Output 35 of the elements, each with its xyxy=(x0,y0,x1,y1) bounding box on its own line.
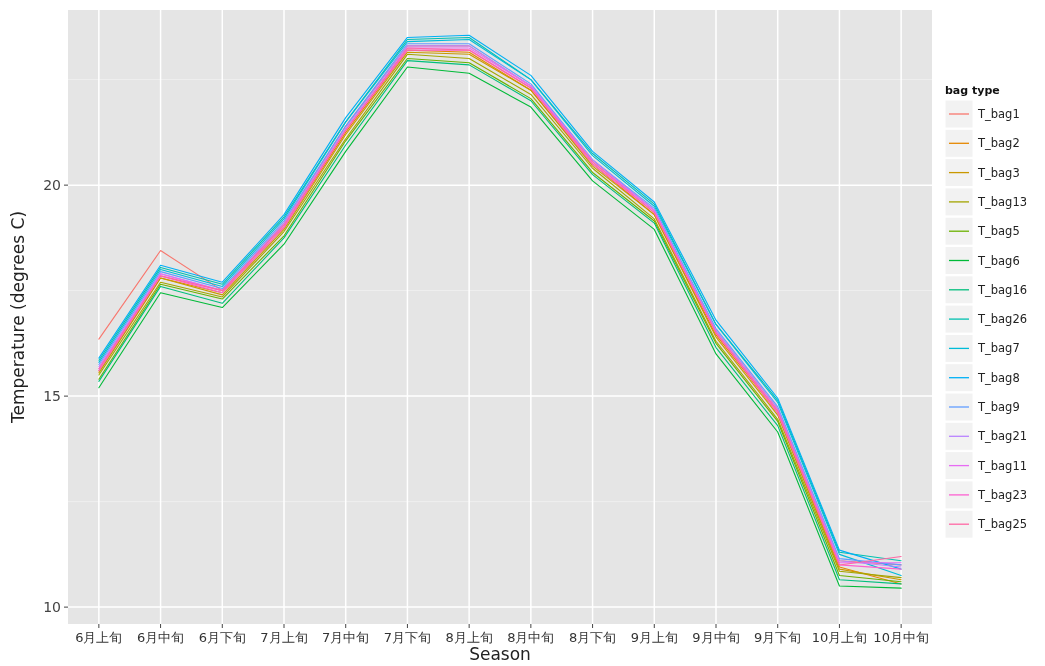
x-tick-label: 8月中旬 xyxy=(507,630,555,645)
legend-label: T_bag3 xyxy=(977,165,1020,180)
legend-label: T_bag7 xyxy=(977,341,1020,356)
x-tick-label: 6月中旬 xyxy=(136,630,185,645)
legend-label: T_bag2 xyxy=(977,136,1020,151)
x-tick-label: 9月下旬 xyxy=(754,630,802,645)
legend-label: T_bag8 xyxy=(977,370,1020,385)
x-tick-label: 7月中旬 xyxy=(322,630,370,645)
y-tick-label: 10 xyxy=(43,599,61,616)
y-tick-label: 15 xyxy=(43,388,61,405)
legend-label: T_bag21 xyxy=(977,429,1028,444)
y-axis-title: Temperature (degrees C) xyxy=(8,210,28,425)
legend-label: T_bag13 xyxy=(977,194,1028,209)
y-tick-label: 20 xyxy=(43,177,61,194)
legend-label: T_bag23 xyxy=(977,487,1028,502)
x-tick-label: 6月上旬 xyxy=(75,630,123,645)
legend-label: T_bag25 xyxy=(977,517,1028,532)
x-tick-label: 9月中旬 xyxy=(692,630,740,645)
x-tick-label: 6月下旬 xyxy=(198,630,246,645)
x-axis-title: Season xyxy=(469,644,531,664)
x-tick-label: 10月上旬 xyxy=(811,630,868,645)
x-tick-label: 8月上旬 xyxy=(445,630,493,645)
x-tick-label: 8月下旬 xyxy=(568,630,617,645)
x-tick-label: 10月中旬 xyxy=(873,630,929,645)
legend-label: T_bag16 xyxy=(977,282,1028,297)
legend-label: T_bag26 xyxy=(977,312,1028,327)
legend-title: bag type xyxy=(945,84,1000,97)
legend-label: T_bag1 xyxy=(977,107,1020,121)
x-tick-label: 7月下旬 xyxy=(383,630,432,645)
legend-label: T_bag9 xyxy=(977,400,1020,414)
legend-label: T_bag5 xyxy=(977,224,1020,239)
x-tick-label: 9月上旬 xyxy=(630,630,678,645)
x-tick-label: 7月上旬 xyxy=(260,630,308,645)
legend-label: T_bag6 xyxy=(977,253,1020,268)
legend-label: T_bag11 xyxy=(977,458,1028,473)
